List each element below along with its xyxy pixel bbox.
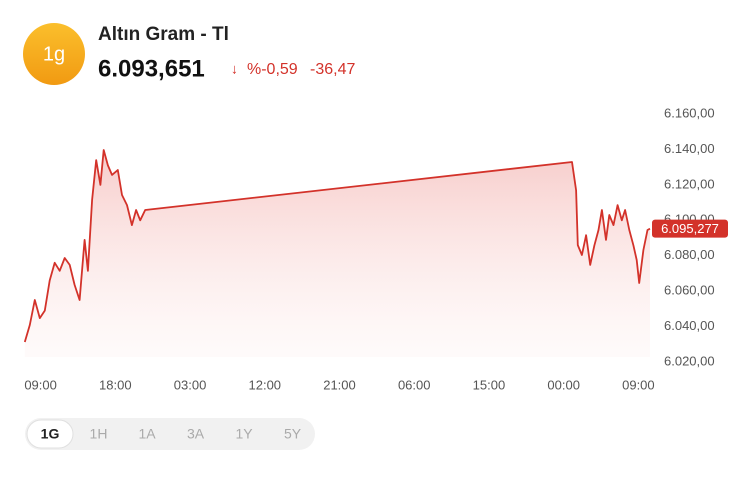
y-tick-label: 6.020,00 <box>664 353 715 368</box>
x-tick-label: 15:00 <box>473 377 506 392</box>
down-arrow: ↓ <box>231 61 238 77</box>
y-tick-label: 6.080,00 <box>664 247 715 262</box>
tab[interactable]: 3A <box>187 426 205 442</box>
change: -36,47 <box>310 61 355 78</box>
tab[interactable]: 1G <box>41 426 60 442</box>
current-value-box <box>652 219 728 238</box>
y-tick-label: 6.060,00 <box>664 283 715 298</box>
x-tick-label: 03:00 <box>174 377 207 392</box>
area <box>24 150 651 357</box>
tab-bar <box>25 418 315 450</box>
change-percent: %-0,59 <box>247 61 298 78</box>
x-tick-label: 21:00 <box>323 377 356 392</box>
x-tick-label: 00:00 <box>547 377 580 392</box>
title: Altın Gram - Tl <box>98 24 229 45</box>
y-tick-label: 6.040,00 <box>664 318 715 333</box>
y-tick-label: 6.160,00 <box>664 105 715 120</box>
tab[interactable]: 1H <box>90 426 108 442</box>
x-tick-label: 06:00 <box>398 377 431 392</box>
x-tick-label: 18:00 <box>99 377 132 392</box>
price-line <box>23 149 651 343</box>
tab-active[interactable] <box>26 419 74 449</box>
tab[interactable]: 1Y <box>235 426 253 442</box>
tab[interactable]: 5Y <box>284 426 302 442</box>
current-value-label: 6.095,277 <box>661 221 719 236</box>
y-tick-label: 6.140,00 <box>664 141 715 156</box>
x-tick-label: 09:00 <box>24 377 57 392</box>
badge-text: 1g <box>43 43 65 65</box>
badge <box>23 23 85 85</box>
x-tick-label: 12:00 <box>249 377 282 392</box>
tab[interactable]: 1A <box>138 426 156 442</box>
x-tick-label: 09:00 <box>622 377 655 392</box>
y-tick-label: 6.120,00 <box>664 176 715 191</box>
price: 6.093,651 <box>98 55 205 82</box>
